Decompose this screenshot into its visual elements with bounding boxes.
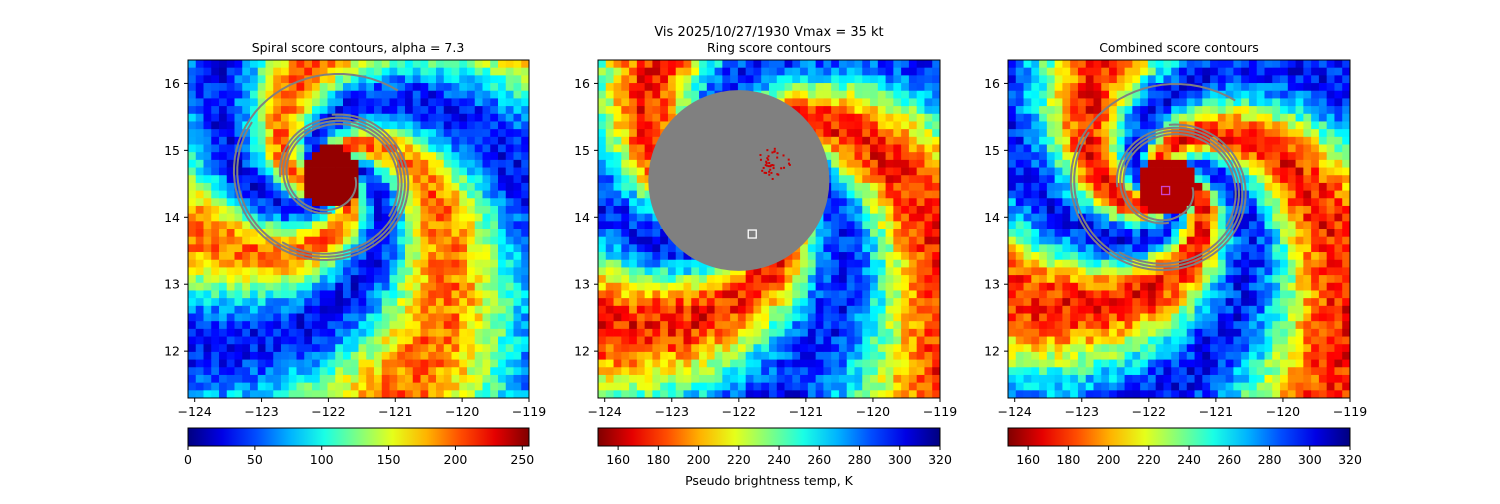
y-tick-label: 15 <box>164 143 180 158</box>
colorbar-tick-label: 260 <box>807 452 831 467</box>
y-tick-label: 15 <box>574 143 590 158</box>
colorbar-tick-label: 320 <box>928 452 952 467</box>
x-tick-label: −123 <box>244 404 278 419</box>
colorbar-tick-label: 220 <box>727 452 751 467</box>
colorbar-tick-label: 260 <box>1217 452 1241 467</box>
heatmap-image <box>188 60 529 398</box>
panel-title: Ring score contours <box>707 40 831 55</box>
colorbar-tick-label: 200 <box>687 452 711 467</box>
y-tick-label: 12 <box>984 344 1000 359</box>
x-tick-label: −124 <box>998 404 1032 419</box>
x-tick-label: −120 <box>1266 404 1300 419</box>
x-tick-label: −123 <box>655 404 689 419</box>
colorbar-tick-label: 240 <box>1177 452 1201 467</box>
x-tick-label: −122 <box>1132 404 1166 419</box>
colorbar: 160 180 200 220 240 260 280 300 320 <box>598 428 952 467</box>
colorbar-gradient <box>1008 428 1350 446</box>
masked-eye-region <box>648 90 829 271</box>
x-tick-label: −119 <box>1333 404 1367 419</box>
colorbar-tick-label: 160 <box>1016 452 1040 467</box>
y-tick-label: 15 <box>984 143 1000 158</box>
x-tick-label: −122 <box>311 404 345 419</box>
colorbar-tick-label: 50 <box>247 452 263 467</box>
y-tick-label: 16 <box>984 76 1000 91</box>
colorbar-tick-label: 320 <box>1338 452 1362 467</box>
colorbar-tick-label: 300 <box>1298 452 1322 467</box>
colorbar-tick-label: 200 <box>1097 452 1121 467</box>
colorbar-gradient <box>188 428 529 446</box>
y-tick-label: 12 <box>574 344 590 359</box>
x-tick-label: −119 <box>512 404 546 419</box>
panel-combined: Combined score contours −124 −123 −122 −121… <box>984 40 1367 467</box>
y-tick-label: 14 <box>574 210 590 225</box>
x-axis-ticks: −124 −123 −122 −121 −120 −119 <box>588 398 958 419</box>
colorbar-tick-label: 180 <box>1056 452 1080 467</box>
y-tick-label: 13 <box>574 277 590 292</box>
x-tick-label: −122 <box>722 404 756 419</box>
panel-title: Spiral score contours, alpha = 7.3 <box>252 40 465 55</box>
panel-spiral: Spiral score contours, alpha = 7.3 −124−… <box>164 40 546 467</box>
y-tick-label: 14 <box>164 210 180 225</box>
y-tick-label: 16 <box>164 76 180 91</box>
suptitle: Vis 2025/10/27/1930 Vmax = 35 kt <box>654 25 883 40</box>
colorbar-tick-label: 220 <box>1137 452 1161 467</box>
colorbar-tick-label: 250 <box>510 452 534 467</box>
y-tick-label: 13 <box>984 277 1000 292</box>
x-axis-ticks: −124 −123 −122 −121 −120 −119 <box>998 398 1368 419</box>
colorbar: 0 50 100 150 200 250 <box>184 428 534 467</box>
x-tick-label: −121 <box>789 404 823 419</box>
x-tick-label: −121 <box>378 404 412 419</box>
y-axis-ticks: 12 13 14 15 16 <box>984 76 1008 359</box>
y-axis-ticks: 12 13 14 15 16 <box>574 76 598 359</box>
colorbar-tick-label: 160 <box>606 452 630 467</box>
colorbar-tick-label: 280 <box>1258 452 1282 467</box>
x-tick-label: −119 <box>923 404 957 419</box>
colorbar-gradient <box>598 428 940 446</box>
x-tick-label: −124 <box>588 404 622 419</box>
colorbar-tick-label: 280 <box>848 452 872 467</box>
colorbar-tick-label: 240 <box>767 452 791 467</box>
colorbar-label: Pseudo brightness temp, K <box>685 473 854 488</box>
panel-title: Combined score contours <box>1099 40 1259 55</box>
x-tick-label: −123 <box>1065 404 1099 419</box>
x-tick-label: −120 <box>856 404 890 419</box>
colorbar: 160 180 200 220 240 260 280 300 320 <box>1008 428 1362 467</box>
y-tick-label: 12 <box>164 344 180 359</box>
heatmap-image <box>1008 60 1350 398</box>
colorbar-tick-label: 0 <box>184 452 192 467</box>
x-axis-ticks: −124 −123 −122 −121 −120 −119 <box>178 398 547 419</box>
colorbar-tick-label: 150 <box>377 452 401 467</box>
y-tick-label: 16 <box>574 76 590 91</box>
x-tick-label: −121 <box>1199 404 1233 419</box>
y-tick-label: 13 <box>164 277 180 292</box>
y-tick-label: 14 <box>984 210 1000 225</box>
x-tick-label: −124 <box>178 404 212 419</box>
panel-ring: Ring score contours −124 −123 −122 −121 −120… <box>574 40 957 488</box>
colorbar-tick-label: 300 <box>888 452 912 467</box>
x-tick-label: −120 <box>445 404 479 419</box>
colorbar-tick-label: 180 <box>646 452 670 467</box>
colorbar-tick-label: 100 <box>310 452 334 467</box>
colorbar-tick-label: 200 <box>444 452 468 467</box>
y-axis-ticks: 12 13 14 15 16 <box>164 76 188 359</box>
